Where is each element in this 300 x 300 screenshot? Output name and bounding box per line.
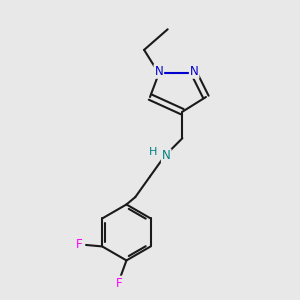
Text: F: F <box>76 238 83 251</box>
Text: F: F <box>116 277 122 290</box>
Text: N: N <box>190 65 199 78</box>
Text: N: N <box>154 65 163 78</box>
Text: N: N <box>162 149 171 162</box>
Text: H: H <box>149 147 158 157</box>
